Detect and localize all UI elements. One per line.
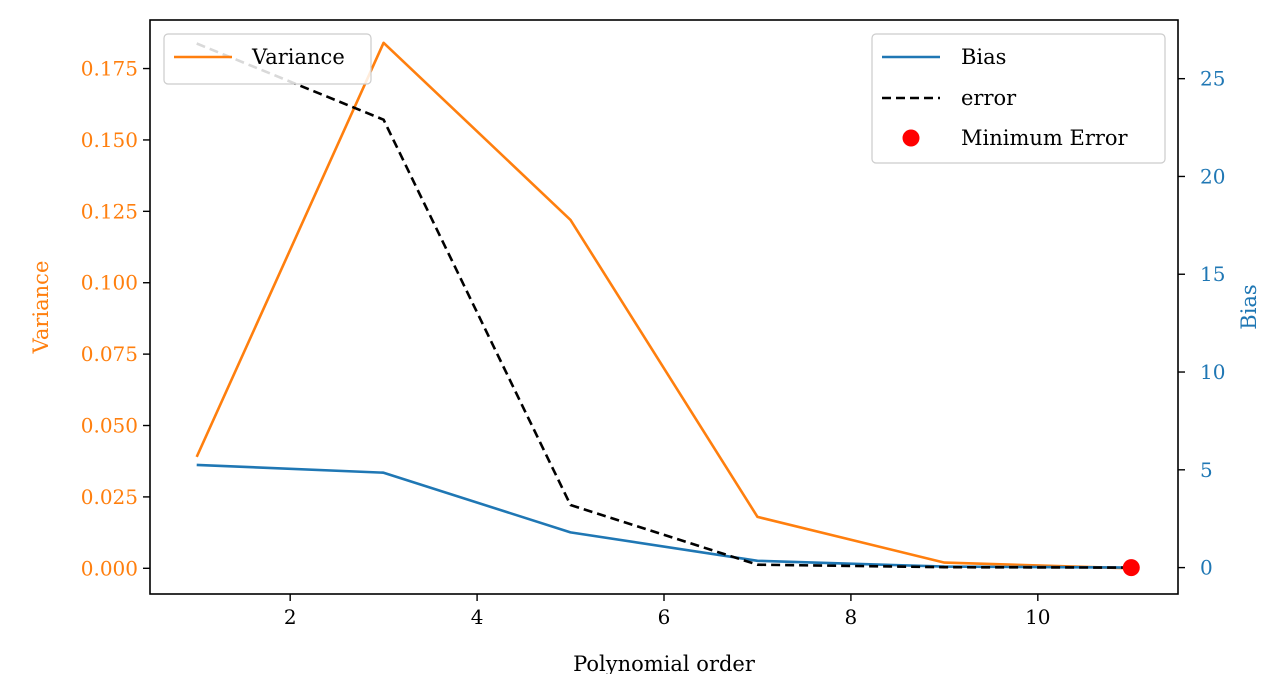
series-line-bias [196,463,1132,569]
series-line-error [196,42,1132,569]
right-y-tick-label: 5 [1200,458,1213,482]
x-tick-label: 10 [1025,605,1050,629]
minimum-error-marker [1122,559,1140,577]
left-y-tick-label: 0.050 [81,414,138,438]
left-y-tick-label: 0.075 [81,342,138,366]
plot-area [195,41,1140,577]
legend-swatch-minimum-error [902,129,920,147]
x-tick-label: 6 [658,605,671,629]
left-y-tick-label: 0.150 [81,128,138,152]
left-y-tick-label: 0.175 [81,57,138,81]
legend-label-variance: Variance [251,45,345,69]
right-y-tick-label: 25 [1200,67,1225,91]
left-y-axis-label: Variance [29,261,53,355]
left-y-tick-label: 0.125 [81,199,138,223]
axes: 2 4 6 8 10 Polynomial order 0.000 0.025 0.050 0.0… [29,19,1261,674]
left-y-tick-label: 0.025 [81,485,138,509]
legend-label-bias: Bias [961,45,1006,69]
legends: Variance Bias error Minimum Error [163,33,1166,164]
legend-box-right [871,33,1166,164]
right-y-tick-label: 20 [1200,164,1225,188]
x-tick-label: 8 [845,605,858,629]
series-line-variance [195,41,1132,570]
right-y-tick-label: 10 [1200,360,1225,384]
legend-label-minimum-error: Minimum Error [961,126,1129,150]
x-axis-label: Polynomial order [573,652,756,674]
x-tick-label: 4 [471,605,484,629]
x-tick-label: 2 [284,605,297,629]
left-y-tick-label: 0.000 [81,556,138,580]
right-y-axis-label: Bias [1237,284,1261,329]
right-y-tick-label: 0 [1200,556,1213,580]
right-y-tick-label: 15 [1200,262,1225,286]
left-y-tick-label: 0.100 [81,271,138,295]
legend-label-error: error [961,86,1017,110]
legend-box-left [163,33,372,85]
